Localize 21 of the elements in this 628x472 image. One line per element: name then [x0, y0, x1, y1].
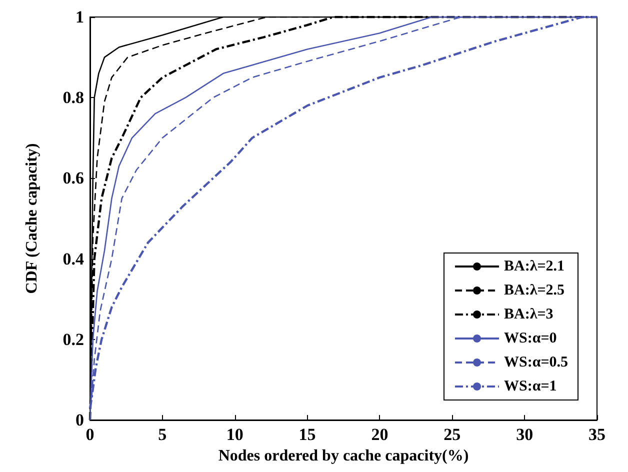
legend-label: BA:λ=2.1: [504, 258, 564, 274]
legend-label: BA:λ=3: [504, 306, 554, 322]
y-axis-title: CDF (Cache capacity): [24, 143, 40, 294]
y-tick-label: 0.8: [62, 88, 84, 108]
x-tick-label: 10: [226, 425, 244, 444]
x-tick-label: 30: [516, 425, 534, 444]
x-axis-title: Nodes ordered by cache capacity(%): [218, 448, 469, 464]
y-tick-label: 0.6: [62, 168, 84, 188]
legend-label: WS:α=1: [504, 378, 557, 394]
y-tick-label: 1: [76, 8, 84, 26]
y-tick-label: 0.2: [62, 330, 84, 349]
x-tick-label: 20: [371, 425, 388, 444]
x-tick-label: 15: [298, 425, 316, 444]
x-tick-label: 35: [588, 425, 606, 444]
x-tick-label: 25: [444, 425, 461, 444]
legend-label: WS:α=0: [504, 330, 557, 346]
y-tick-label: 0: [76, 410, 84, 430]
legend-label: WS:α=0.5: [504, 354, 568, 370]
x-tick-label: 5: [158, 425, 167, 444]
legend-label: BA:λ=2.5: [504, 282, 564, 298]
y-tick-label: 0.4: [62, 249, 84, 268]
